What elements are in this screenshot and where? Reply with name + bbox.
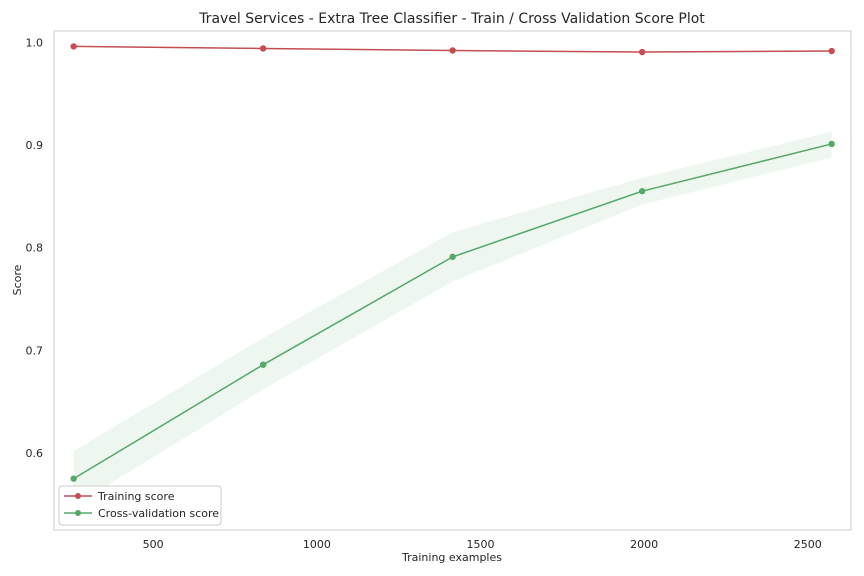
x-tick-label: 2500 <box>794 538 822 551</box>
chart-title: Travel Services - Extra Tree Classifier … <box>198 11 705 27</box>
y-axis-label: Score <box>11 264 24 295</box>
cv-score-point <box>259 361 267 368</box>
cv-score-band <box>73 131 832 507</box>
legend-training-marker <box>75 493 81 499</box>
cv-score-point <box>70 475 77 482</box>
cv-score-point <box>449 253 456 261</box>
training-score-point <box>828 47 835 55</box>
training-score-point <box>638 48 646 56</box>
legend-cv-marker <box>75 510 81 516</box>
x-axis-label: Training examples <box>401 551 502 564</box>
y-axis-ticks: 0.6 0.7 0.8 0.9 1.0 <box>26 36 44 460</box>
x-tick-label: 1000 <box>303 538 331 551</box>
x-tick-label: 1500 <box>466 538 494 551</box>
y-tick-label: 0.8 <box>26 242 44 255</box>
legend: Training score Cross-validation score <box>58 485 222 526</box>
y-tick-label: 0.9 <box>26 139 44 152</box>
y-tick-label: 0.6 <box>26 447 44 460</box>
training-score-point <box>70 43 77 50</box>
y-tick-label: 0.7 <box>26 344 44 357</box>
cv-score-point <box>828 140 835 148</box>
y-tick-label: 1.0 <box>26 36 44 49</box>
cv-score-point <box>638 187 646 195</box>
training-score-point <box>259 45 267 52</box>
x-tick-label: 500 <box>143 538 164 551</box>
legend-cv-label: Cross-validation score <box>98 507 219 520</box>
training-score-point <box>449 47 456 54</box>
x-axis-ticks: 500 1000 1500 2000 2500 <box>143 538 822 551</box>
plot-area <box>53 30 852 531</box>
legend-training-label: Training score <box>97 490 175 503</box>
x-tick-label: 2000 <box>630 538 658 551</box>
legend-box <box>58 485 222 526</box>
score-markers <box>70 43 835 482</box>
